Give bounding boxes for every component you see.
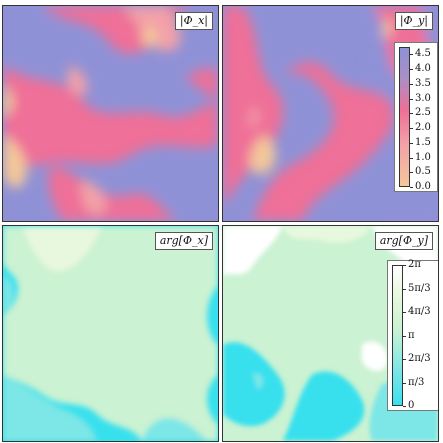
colorbar-tick-mark xyxy=(403,265,406,266)
panel-label: |Φ_x| xyxy=(174,12,213,30)
colorbar-tick-label: 2π xyxy=(408,259,421,270)
colorbar-tick-label: 4.5 xyxy=(415,48,431,60)
colorbar-tick-label: 2.0 xyxy=(415,122,431,134)
colorbar-tick-mark xyxy=(410,98,413,100)
colorbar-tick-mark xyxy=(410,187,413,188)
colorbar-tick-label: 1.0 xyxy=(415,151,431,163)
colorbar-tick-label: 4π/3 xyxy=(408,306,431,317)
colorbar-tick-mark xyxy=(410,69,413,71)
colorbar-tick-label: 0.0 xyxy=(415,181,431,192)
colorbar-tick-label: 3.0 xyxy=(415,92,431,104)
colorbar-tick-mark xyxy=(403,288,406,290)
panel-label: arg[Φ_y] xyxy=(374,232,433,250)
panel-label: arg[Φ_x] xyxy=(154,232,213,250)
colorbar-tick-mark xyxy=(403,335,406,337)
colorbar-tick-label: 2π/3 xyxy=(408,353,431,364)
colorbar-tick-mark xyxy=(410,113,413,115)
colorbar-tick-mark xyxy=(410,128,413,130)
heatmap-panel-phi-x-phase: arg[Φ_x] xyxy=(2,225,219,442)
colorbar-tick-mark xyxy=(410,172,413,174)
colorbar-tick-mark xyxy=(410,83,413,85)
colorbar-tick-mark xyxy=(403,359,406,360)
colorbar-tick-mark xyxy=(403,312,406,313)
colorbar-tick-label: 4.0 xyxy=(415,63,431,75)
colorbar-tick-mark xyxy=(410,142,413,144)
colorbar-tick-mark xyxy=(403,382,406,384)
colorbar-tick-label: 3.5 xyxy=(415,77,431,89)
colorbar-magnitude-gradient xyxy=(399,47,410,187)
colorbar-phase: 0 π/3 2π/3 π 4π/3 5π/3 2π xyxy=(387,259,438,411)
colorbar-tick-label: 5π/3 xyxy=(408,282,431,294)
colorbar-tick-label: 0.5 xyxy=(415,166,431,178)
heatmap-panel-phi-y-phase: arg[Φ_y] 0 π/3 2π/3 π 4π/3 5π/3 2π xyxy=(222,225,439,442)
colorbar-magnitude: 0.0 0.5 1.0 1.5 2.0 2.5 3.0 3.5 4.0 4.5 xyxy=(394,42,438,192)
panel-label: |Φ_y| xyxy=(394,12,433,30)
heatmap-panel-phi-x-magnitude: |Φ_x| xyxy=(2,5,219,222)
colorbar-phase-gradient xyxy=(392,265,403,406)
colorbar-tick-label: 1.5 xyxy=(415,136,431,148)
colorbar-tick-mark xyxy=(403,406,406,407)
colorbar-tick-mark xyxy=(410,54,413,56)
colorbar-tick-label: 2.5 xyxy=(415,107,431,119)
colorbar-tick-mark xyxy=(410,157,413,159)
heatmap-panel-phi-y-magnitude: |Φ_y| 0.0 0.5 1.0 1.5 2.0 2.5 3.0 3.5 4.0 4.5 xyxy=(222,5,439,222)
heatmap-phi-x-phase xyxy=(3,226,218,441)
colorbar-tick-label: π/3 xyxy=(408,376,425,388)
colorbar-tick-label: π xyxy=(408,329,415,341)
colorbar-tick-label: 0 xyxy=(408,400,415,411)
heatmap-phi-x-magnitude xyxy=(3,6,218,221)
